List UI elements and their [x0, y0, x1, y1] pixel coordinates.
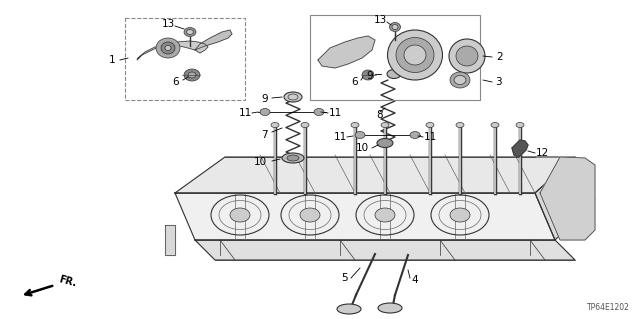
Ellipse shape [491, 122, 499, 128]
Text: FR.: FR. [58, 274, 78, 288]
Text: 11: 11 [238, 108, 252, 118]
Bar [125, 18, 245, 100]
Ellipse shape [387, 30, 442, 80]
Polygon shape [137, 41, 208, 60]
Ellipse shape [410, 131, 420, 138]
Polygon shape [512, 140, 528, 157]
Text: 9: 9 [367, 71, 373, 81]
Ellipse shape [314, 108, 324, 115]
Ellipse shape [184, 69, 200, 81]
Polygon shape [175, 193, 555, 240]
Ellipse shape [454, 76, 466, 85]
Polygon shape [318, 36, 375, 68]
Ellipse shape [456, 122, 464, 128]
Ellipse shape [362, 70, 374, 80]
Text: 9: 9 [262, 94, 268, 104]
Ellipse shape [300, 208, 320, 222]
Ellipse shape [355, 131, 365, 138]
Text: 5: 5 [342, 273, 348, 283]
Ellipse shape [282, 153, 304, 163]
Ellipse shape [387, 70, 401, 78]
Ellipse shape [378, 303, 402, 313]
Polygon shape [175, 157, 575, 193]
Ellipse shape [392, 25, 398, 29]
Text: 7: 7 [260, 130, 268, 140]
Polygon shape [165, 225, 175, 255]
Ellipse shape [188, 72, 196, 78]
Text: 10: 10 [355, 143, 369, 153]
Text: 11: 11 [333, 132, 347, 142]
Polygon shape [195, 30, 232, 50]
Ellipse shape [230, 208, 250, 222]
Ellipse shape [404, 45, 426, 65]
Text: 8: 8 [377, 110, 383, 120]
Text: 13: 13 [373, 15, 387, 25]
Ellipse shape [351, 122, 359, 128]
Text: 11: 11 [424, 132, 436, 142]
Ellipse shape [337, 304, 361, 314]
Ellipse shape [260, 108, 270, 115]
Text: 12: 12 [536, 148, 548, 158]
Text: 2: 2 [497, 52, 503, 62]
Ellipse shape [381, 122, 389, 128]
Polygon shape [540, 157, 595, 240]
Bar [310, 15, 480, 100]
Ellipse shape [450, 72, 470, 88]
Ellipse shape [456, 46, 478, 66]
Polygon shape [195, 240, 575, 260]
Ellipse shape [426, 122, 434, 128]
Text: TP64E1202: TP64E1202 [587, 303, 630, 312]
Ellipse shape [287, 155, 299, 161]
Polygon shape [535, 157, 595, 240]
Ellipse shape [161, 42, 175, 54]
Ellipse shape [186, 29, 193, 34]
Ellipse shape [377, 138, 393, 147]
Ellipse shape [396, 38, 434, 72]
Ellipse shape [301, 122, 309, 128]
Text: 1: 1 [109, 55, 115, 65]
Text: 13: 13 [161, 19, 175, 29]
Text: 3: 3 [495, 77, 501, 87]
Text: 6: 6 [173, 77, 179, 87]
Ellipse shape [156, 38, 180, 58]
Ellipse shape [271, 122, 279, 128]
Ellipse shape [390, 23, 401, 32]
Text: 6: 6 [352, 77, 358, 87]
Ellipse shape [450, 208, 470, 222]
Text: 4: 4 [412, 275, 419, 285]
Ellipse shape [449, 39, 485, 73]
Ellipse shape [516, 122, 524, 128]
Text: 11: 11 [328, 108, 342, 118]
Ellipse shape [375, 208, 395, 222]
Text: 10: 10 [253, 157, 267, 167]
Ellipse shape [284, 92, 302, 102]
Ellipse shape [165, 46, 171, 50]
Ellipse shape [184, 27, 196, 36]
